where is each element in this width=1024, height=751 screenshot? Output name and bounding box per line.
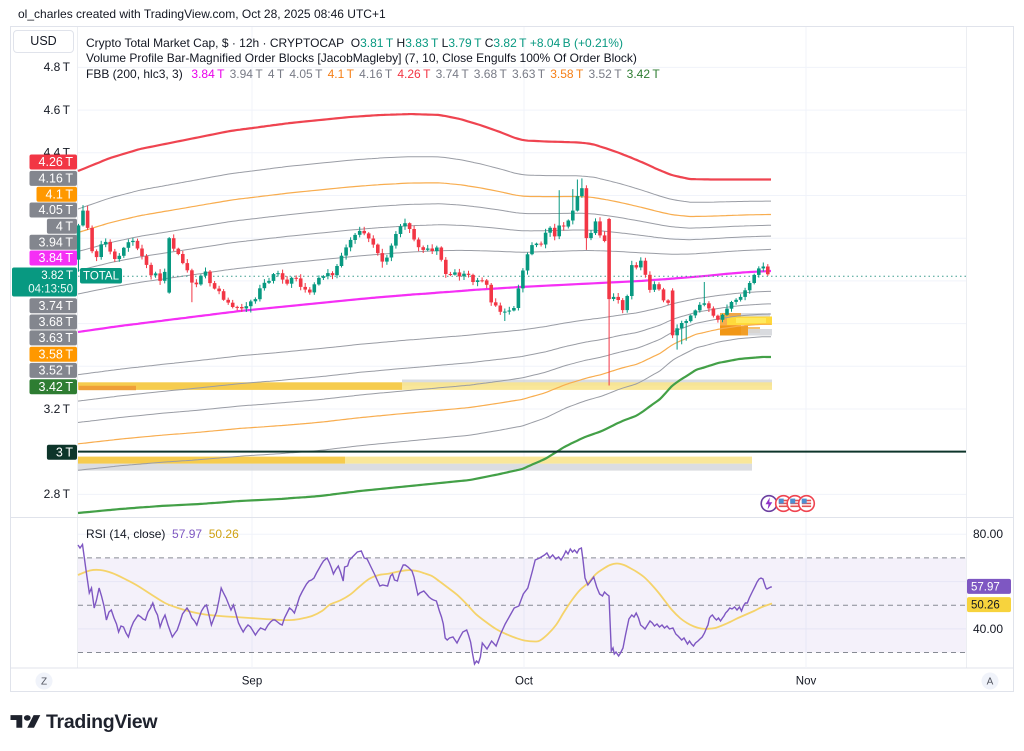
svg-text:4.05 T: 4.05 T [39, 203, 74, 217]
svg-text:4.1 T: 4.1 T [45, 188, 73, 202]
svg-text:4.26 T: 4.26 T [39, 155, 74, 169]
svg-text:Nov: Nov [796, 676, 817, 688]
svg-text:4.8 T: 4.8 T [44, 60, 71, 74]
svg-text:50.26: 50.26 [971, 600, 1000, 612]
svg-text:TOTAL: TOTAL [83, 271, 120, 283]
svg-text:04:13:50: 04:13:50 [28, 284, 73, 296]
svg-text:4 T: 4 T [56, 220, 73, 234]
svg-text:3.94 T: 3.94 T [39, 235, 74, 249]
svg-text:3.42 T: 3.42 T [39, 380, 74, 394]
svg-text:3.74 T: 3.74 T [39, 299, 74, 313]
svg-text:4.6 T: 4.6 T [44, 103, 71, 117]
svg-text:3.68 T: 3.68 T [39, 315, 74, 329]
svg-text:3.63 T: 3.63 T [39, 331, 74, 345]
svg-text:TradingView: TradingView [46, 711, 158, 733]
svg-text:Z: Z [41, 677, 47, 688]
svg-text:Sep: Sep [242, 676, 262, 688]
svg-text:Oct: Oct [515, 676, 534, 688]
svg-text:3.2 T: 3.2 T [44, 402, 71, 416]
svg-text:40.00: 40.00 [973, 622, 1003, 636]
svg-text:57.97: 57.97 [971, 581, 1000, 593]
svg-text:3 T: 3 T [56, 446, 73, 460]
svg-text:3.82 T: 3.82 T [41, 270, 73, 282]
svg-text:4.16 T: 4.16 T [39, 172, 74, 186]
svg-text:3.84 T: 3.84 T [39, 251, 74, 265]
svg-text:3.58 T: 3.58 T [39, 347, 74, 361]
svg-text:A: A [987, 677, 994, 688]
svg-text:80.00: 80.00 [973, 527, 1003, 541]
svg-text:3.52 T: 3.52 T [39, 364, 74, 378]
svg-text:2.8 T: 2.8 T [44, 487, 71, 501]
